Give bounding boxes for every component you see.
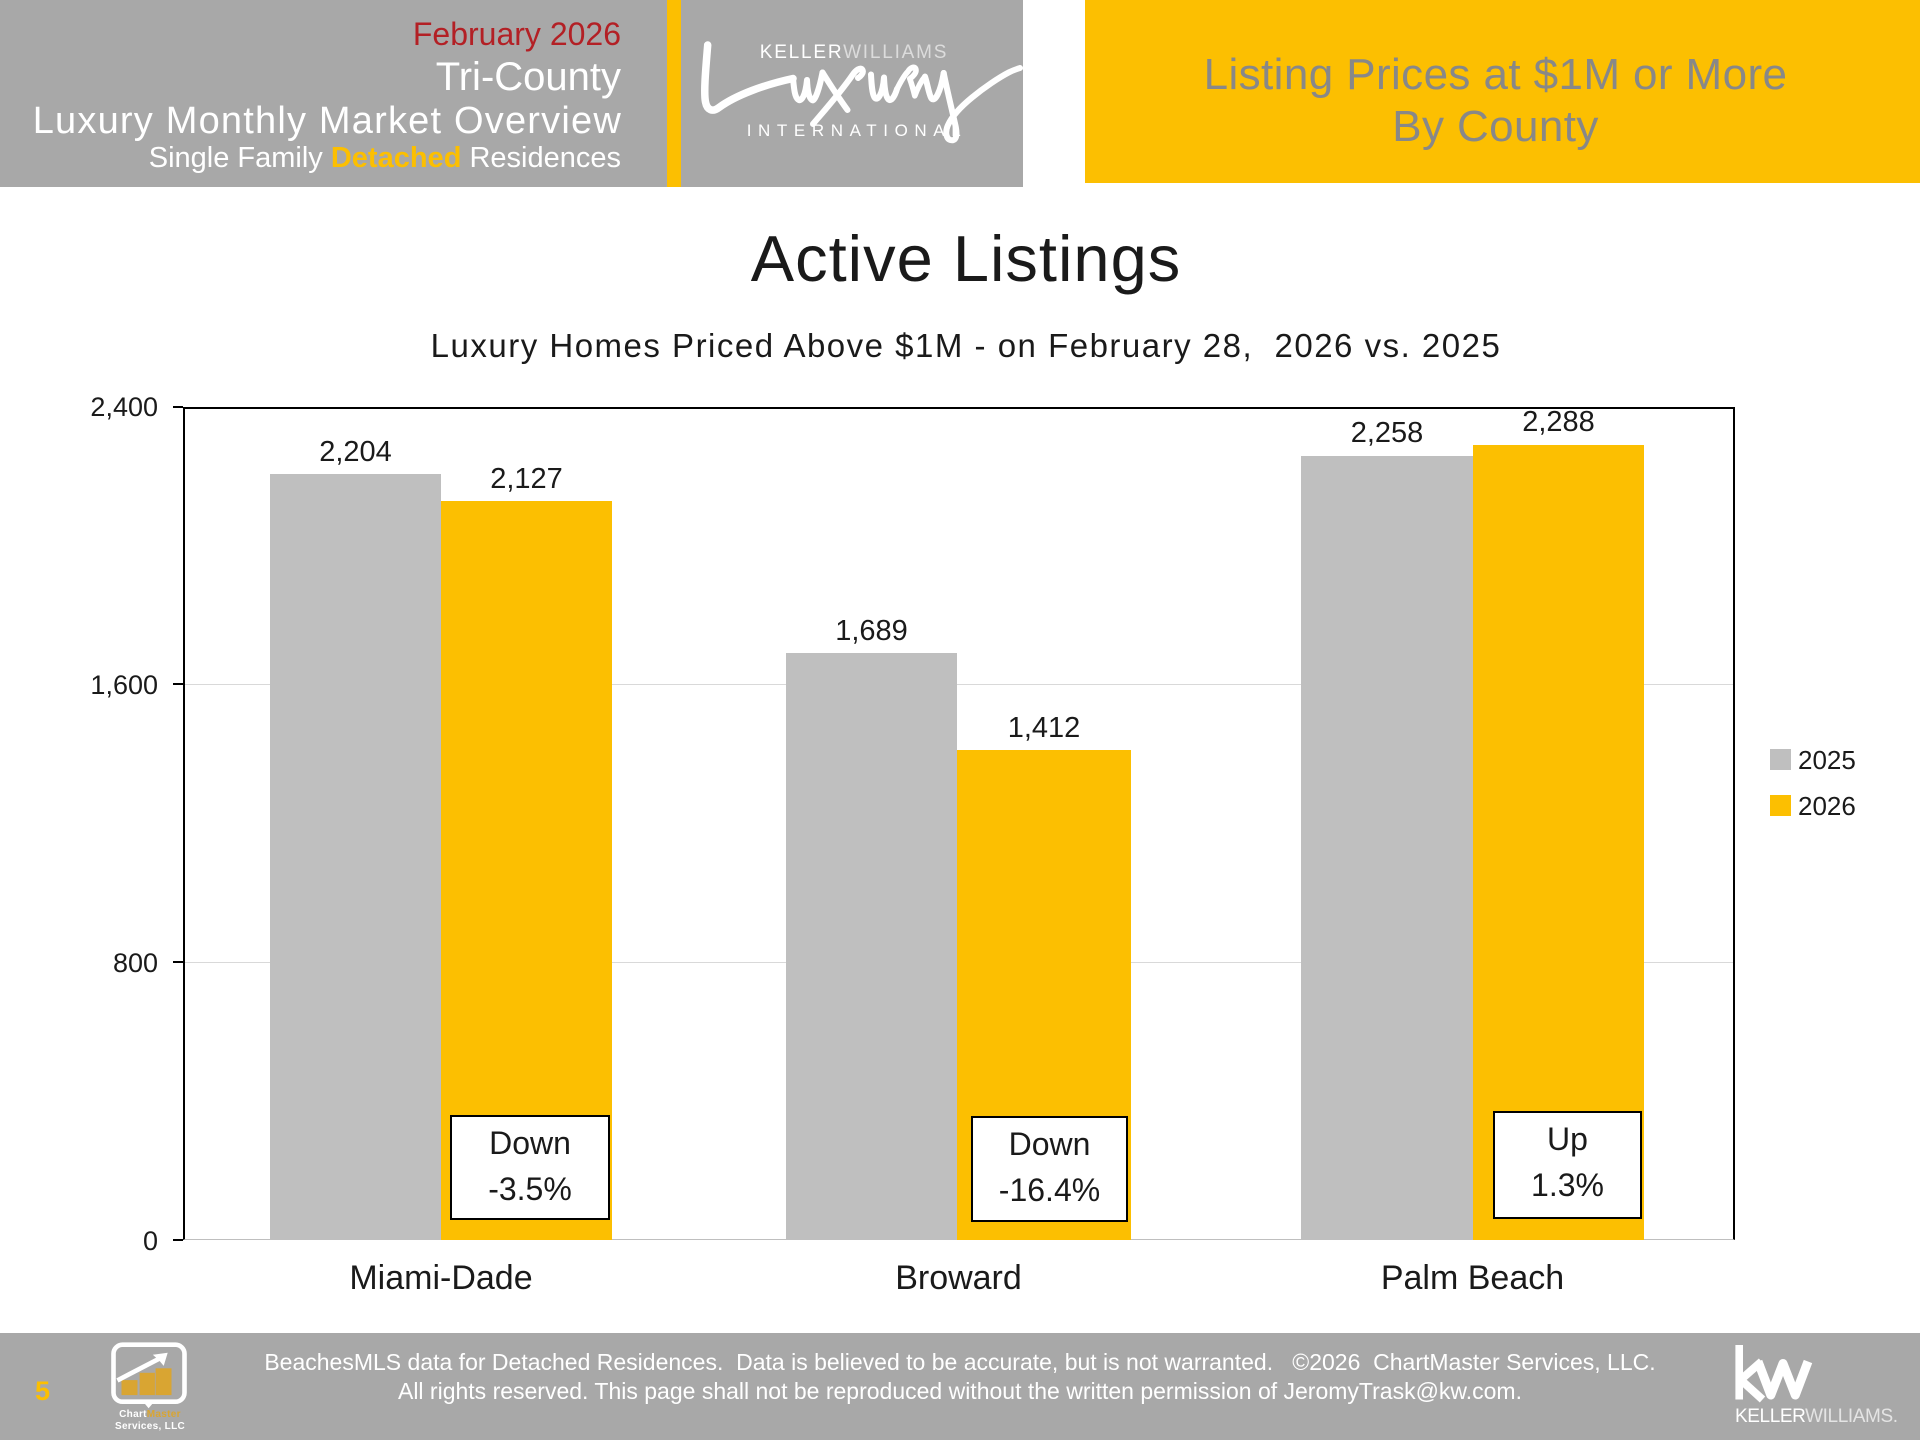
- svg-text:KELLERWILLIAMS.: KELLERWILLIAMS.: [1735, 1406, 1898, 1427]
